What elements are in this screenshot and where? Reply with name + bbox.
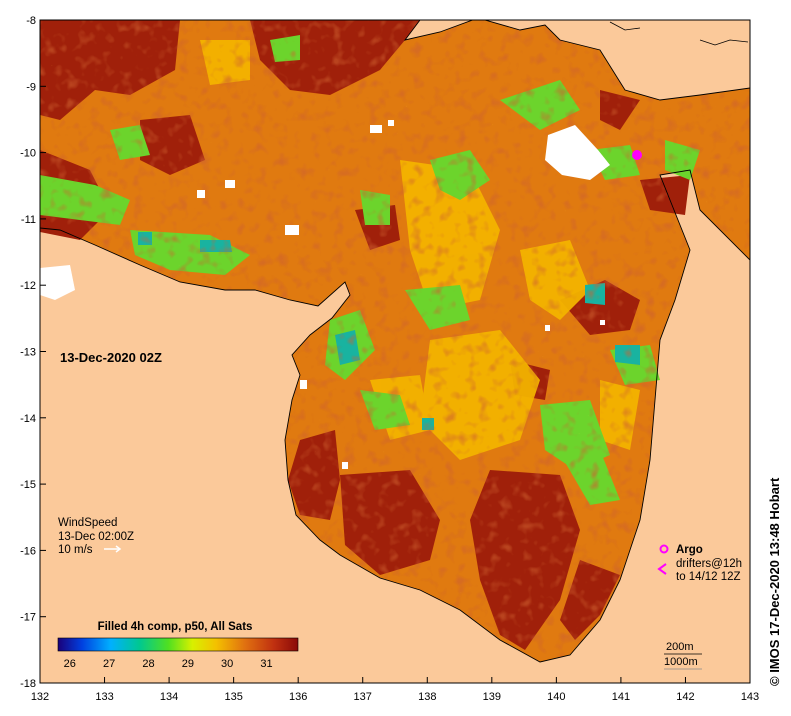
- contour-1000m-label: 1000m: [664, 656, 698, 668]
- colorbar-tick-label: 28: [142, 658, 154, 670]
- y-tick-label: -10: [20, 148, 36, 160]
- colorbar-tick-label: 26: [64, 658, 76, 670]
- y-tick-label: -8: [26, 15, 36, 27]
- y-axis: -8 -9 -10 -11 -12 -13 -14 -15 -16 -17 -18: [20, 15, 46, 690]
- x-tick-label: 132: [31, 691, 49, 703]
- y-tick-label: -17: [20, 612, 36, 624]
- wind-scale-arrow: [104, 545, 122, 553]
- colorbar: [57, 637, 299, 652]
- x-tick-label: 142: [676, 691, 694, 703]
- colorbar-tick-label: 27: [103, 658, 115, 670]
- x-tick-label: 143: [741, 691, 759, 703]
- x-tick-label: 141: [612, 691, 630, 703]
- wind-title: WindSpeed: [58, 517, 117, 529]
- date-label: 13-Dec-2020 02Z: [60, 350, 162, 365]
- y-tick-label: -11: [21, 214, 36, 226]
- x-tick-label: 133: [95, 691, 113, 703]
- drifter-legend-icon: [657, 563, 667, 575]
- coastline: [40, 20, 750, 663]
- contour-200m-label: 200m: [666, 641, 694, 653]
- x-tick-label: 137: [354, 691, 372, 703]
- credit-label: © IMOS 17-Dec-2020 13:48 Hobart: [767, 477, 782, 686]
- y-tick-label: -13: [20, 347, 36, 359]
- wind-time: 13-Dec 02:00Z: [58, 531, 134, 543]
- x-tick-label: 136: [289, 691, 307, 703]
- colorbar-tick-label: 31: [260, 658, 272, 670]
- argo-float-marker: [632, 150, 642, 160]
- argo-legend-icon: [659, 544, 669, 554]
- x-axis: 132 133 134 135 136 137 138 139 140 141 142 143: [31, 677, 759, 703]
- y-tick-label: -14: [20, 413, 36, 425]
- x-tick-label: 140: [547, 691, 565, 703]
- x-tick-label: 134: [160, 691, 178, 703]
- colorbar-tick-label: 30: [221, 658, 233, 670]
- drifters-to-label: to 14/12 12Z: [676, 571, 741, 583]
- cloud-gaps: [40, 120, 610, 469]
- colorbar-ticks: 26 27 28 29 30 31: [64, 658, 273, 670]
- colorbar-tick-label: 29: [182, 658, 194, 670]
- colorbar-title: Filled 4h comp, p50, All Sats: [98, 621, 253, 633]
- y-tick-label: -15: [20, 479, 36, 491]
- y-tick-label: -16: [20, 545, 36, 557]
- argo-label: Argo: [676, 544, 703, 556]
- x-tick-label: 139: [483, 691, 501, 703]
- rivers: [609, 21, 749, 46]
- x-tick-label: 138: [418, 691, 436, 703]
- drifters-label: drifters@12h: [676, 558, 742, 570]
- x-tick-label: 135: [224, 691, 242, 703]
- y-tick-label: -18: [20, 678, 36, 690]
- y-tick-label: -12: [20, 280, 36, 292]
- y-tick-label: -9: [26, 81, 36, 93]
- wind-scale-label: 10 m/s: [58, 544, 93, 556]
